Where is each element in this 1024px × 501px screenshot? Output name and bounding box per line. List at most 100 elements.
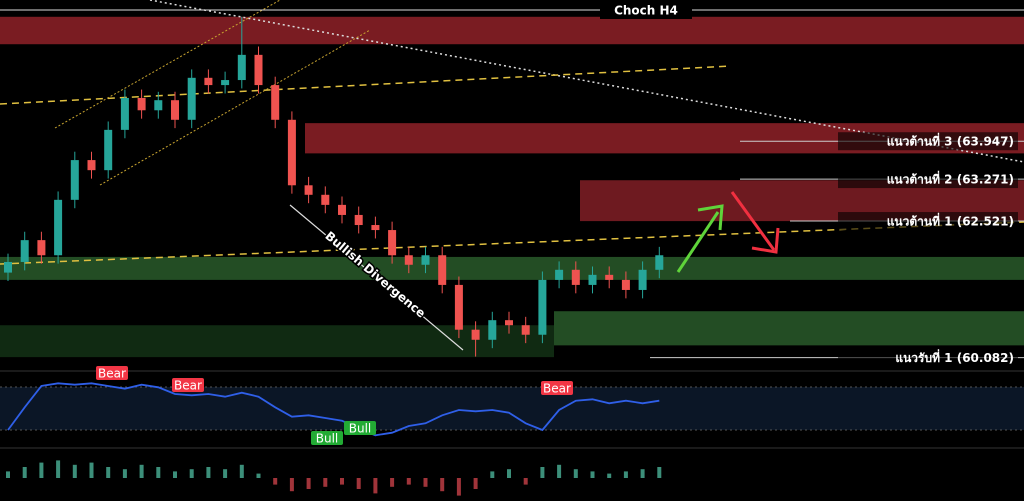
histogram-bar (423, 478, 428, 487)
candle-body (354, 214, 363, 226)
candle-body (521, 325, 530, 335)
signal-label: Bear (543, 382, 571, 396)
histogram-bar (206, 467, 211, 478)
trend-line (0, 65, 731, 105)
candle-body (605, 274, 614, 280)
candle-body (70, 160, 79, 200)
histogram-bar (289, 478, 294, 492)
histogram-bar (106, 467, 111, 478)
candle-body (454, 284, 463, 330)
histogram-bar (473, 478, 478, 489)
label-bg (838, 132, 1018, 151)
label-bg (838, 212, 1018, 231)
candle-body (638, 269, 647, 290)
level-label: แนวต้านที่ 1 (62.521) (887, 213, 1014, 229)
histogram-bar (306, 478, 311, 489)
candle-body (304, 185, 313, 195)
histogram-bar (156, 467, 161, 478)
up-arrow (676, 211, 720, 273)
down-arrow (730, 191, 776, 251)
zone (0, 16, 1024, 45)
zone (0, 325, 554, 358)
candle-body (404, 255, 413, 265)
candle-body (421, 255, 430, 265)
label-bg (838, 348, 1018, 367)
candle-body (471, 329, 480, 340)
histogram-bar (72, 464, 77, 478)
label-bg (838, 170, 1018, 189)
histogram-bar (6, 471, 10, 478)
levels: แนวต้านที่ 3 (63.947) แนวต้านที่ 2 (63.27… (650, 132, 1024, 367)
histogram (6, 460, 662, 496)
histogram-bar (540, 467, 545, 478)
histogram-bar (657, 467, 662, 478)
histogram-bar (173, 471, 177, 478)
down-arrow-head (751, 227, 780, 254)
signal-label: Bull (349, 422, 372, 436)
candle-body (488, 320, 497, 340)
up-arrow-head (697, 204, 724, 231)
histogram-bar (573, 469, 578, 478)
candle-body (20, 240, 29, 262)
candle-body (154, 100, 163, 111)
candle-body (321, 194, 330, 205)
channel-line (54, 0, 281, 129)
candle-body (237, 54, 246, 81)
candle-body (120, 97, 129, 130)
candle-body (555, 269, 564, 280)
zone (554, 311, 1024, 346)
histogram-bar (256, 473, 261, 478)
candle-body (538, 279, 547, 335)
histogram-bar (490, 471, 495, 478)
candle-body (371, 225, 380, 231)
signal-label: Bull (316, 432, 339, 446)
choch-label: Choch H4 (614, 4, 678, 18)
rsi-band (0, 387, 1024, 430)
histogram-bar (139, 464, 144, 478)
histogram-bar (323, 478, 328, 487)
candle-body (221, 80, 230, 86)
histogram-bar (507, 469, 511, 478)
histogram-bar (406, 478, 411, 485)
histogram-bar (557, 464, 562, 478)
signal-bg (172, 378, 204, 392)
candle-body (655, 255, 664, 270)
candle-body (37, 240, 46, 256)
histogram-bar (273, 478, 278, 485)
histogram-bar (122, 469, 127, 478)
divergence-line (289, 204, 464, 351)
candle-body (87, 160, 96, 171)
signal-bg (96, 366, 128, 380)
signal-label: Bear (98, 367, 126, 381)
histogram-bar (373, 478, 378, 494)
candle-body (571, 269, 580, 285)
candle-body (271, 85, 280, 120)
candle-body (171, 100, 179, 120)
level-label: แนวรับที่ 1 (60.082) (895, 349, 1014, 365)
signal-bg (344, 421, 376, 435)
candle-body (621, 279, 630, 290)
rsi-line (7, 382, 660, 437)
histogram-bar (223, 469, 228, 478)
histogram-bar (89, 462, 94, 478)
candle-body (588, 274, 597, 285)
histogram-bar (239, 464, 244, 478)
candle-body (438, 255, 447, 285)
candles (4, 16, 664, 357)
zone (0, 256, 1024, 280)
histogram-bar (523, 478, 528, 485)
histogram-bar (39, 462, 44, 478)
candle-body (204, 77, 213, 86)
label-bg (600, 2, 692, 19)
candle-body (338, 204, 346, 215)
histogram-bar (56, 460, 61, 478)
candle-body (388, 230, 397, 256)
signal-bg (311, 431, 343, 445)
level-label: แนวต้านที่ 2 (63.271) (887, 171, 1014, 187)
candle-body (254, 54, 263, 86)
candle-body (137, 97, 146, 111)
histogram-bar (356, 478, 361, 489)
candle-body (4, 261, 12, 273)
candle-body (287, 119, 296, 186)
